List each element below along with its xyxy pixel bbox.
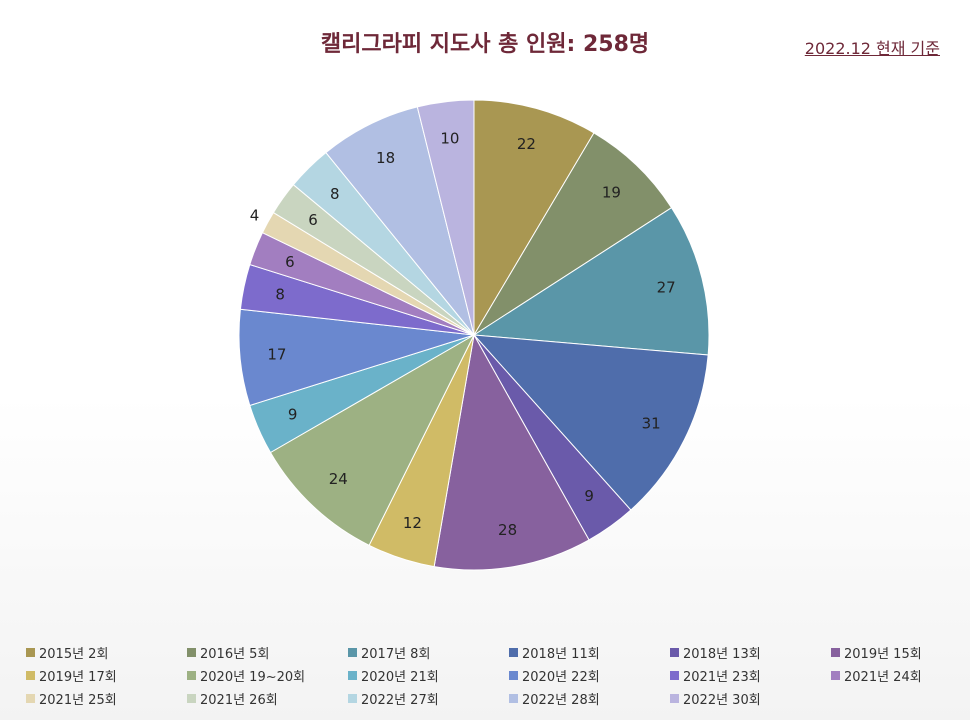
pie-slice (269, 333, 476, 546)
pie-data-label: 10 (440, 130, 459, 148)
pie-slice (325, 106, 475, 336)
date-note: 2022.12 현재 기준 (804, 39, 940, 58)
legend-item: 2018년 13회 (670, 644, 831, 662)
legend-swatch (509, 648, 518, 657)
legend-item: 2022년 27회 (348, 690, 509, 708)
legend-item: 2016년 5회 (187, 644, 348, 662)
legend-swatch (831, 671, 840, 680)
pie-slice (472, 334, 709, 511)
legend-swatch (348, 648, 357, 657)
legend-label: 2016년 5회 (200, 647, 270, 662)
legend-item: 2021년 24회 (831, 667, 970, 685)
legend-swatch (509, 694, 518, 703)
legend-label: 2022년 27회 (361, 693, 439, 708)
legend-item: 2019년 15회 (831, 644, 970, 662)
pie-data-label: 9 (584, 487, 594, 505)
legend-label: 2021년 24회 (844, 670, 922, 685)
pie-data-label: 18 (376, 149, 395, 167)
chart-title: 캘리그라피 지도사 총 인원: 258명 (320, 32, 650, 57)
legend-swatch (670, 671, 679, 680)
legend-swatch (509, 671, 518, 680)
legend-label: 2017년 8회 (361, 647, 431, 662)
pie-slice (472, 207, 710, 356)
legend-swatch (26, 671, 35, 680)
legend-item: 2020년 21회 (348, 667, 509, 685)
legend-label: 2018년 11회 (522, 647, 600, 662)
legend-item: 2022년 30회 (670, 690, 831, 708)
legend-swatch (26, 648, 35, 657)
legend-item: 2018년 11회 (509, 644, 670, 662)
legend-item: 2020년 19~20회 (187, 667, 348, 685)
legend-item: 2021년 26회 (187, 690, 348, 708)
legend-label: 2022년 30회 (683, 693, 761, 708)
pie-slice (473, 99, 595, 337)
legend-label: 2022년 28회 (522, 693, 600, 708)
pie-data-label: 8 (330, 185, 340, 203)
legend-swatch (670, 648, 679, 657)
pie-data-label: 8 (275, 285, 285, 303)
legend-label: 2019년 17회 (39, 670, 117, 685)
pie-data-label: 27 (657, 278, 676, 296)
legend-item: 2022년 28회 (509, 690, 670, 708)
legend-swatch (26, 694, 35, 703)
legend-label: 2018년 13회 (683, 647, 761, 662)
pie-data-label: 6 (285, 253, 295, 271)
legend-label: 2021년 23회 (683, 670, 761, 685)
pie-data-label: 17 (267, 345, 286, 363)
legend-swatch (187, 694, 196, 703)
legend-label: 2019년 15회 (844, 647, 922, 662)
legend-swatch (187, 648, 196, 657)
pie-data-label: 31 (642, 414, 661, 432)
legend-item: 2015년 2회 (26, 644, 187, 662)
legend-swatch (670, 694, 679, 703)
pie-data-label: 19 (602, 184, 621, 202)
legend-label: 2015년 2회 (39, 647, 109, 662)
pie-data-label: 24 (329, 470, 348, 488)
pie-data-label: 4 (250, 206, 260, 224)
pie-data-label: 28 (498, 521, 517, 539)
legend-label: 2021년 25회 (39, 693, 117, 708)
legend-swatch (187, 671, 196, 680)
pie-data-label: 9 (288, 406, 298, 424)
legend-label: 2021년 26회 (200, 693, 278, 708)
legend: 2015년 2회 2016년 5회 2017년 8회 2018년 11회 2018년 1… (26, 644, 966, 708)
legend-swatch (831, 648, 840, 657)
pie-data-label: 12 (403, 514, 422, 532)
pie-slice (416, 99, 475, 336)
legend-label: 2020년 19~20회 (200, 670, 306, 685)
legend-label: 2020년 21회 (361, 670, 439, 685)
legend-swatch (348, 694, 357, 703)
pie-data-label: 6 (308, 211, 318, 229)
legend-item: 2020년 22회 (509, 667, 670, 685)
pie-slice (433, 333, 590, 571)
pie-data-label: 22 (517, 135, 536, 153)
legend-item: 2021년 23회 (670, 667, 831, 685)
legend-swatch (348, 671, 357, 680)
pie-slices (238, 99, 710, 571)
legend-item: 2021년 25회 (26, 690, 187, 708)
pie-slice (473, 132, 673, 336)
legend-item: 2019년 17회 (26, 667, 187, 685)
legend-label: 2020년 22회 (522, 670, 600, 685)
legend-item: 2017년 8회 (348, 644, 509, 662)
